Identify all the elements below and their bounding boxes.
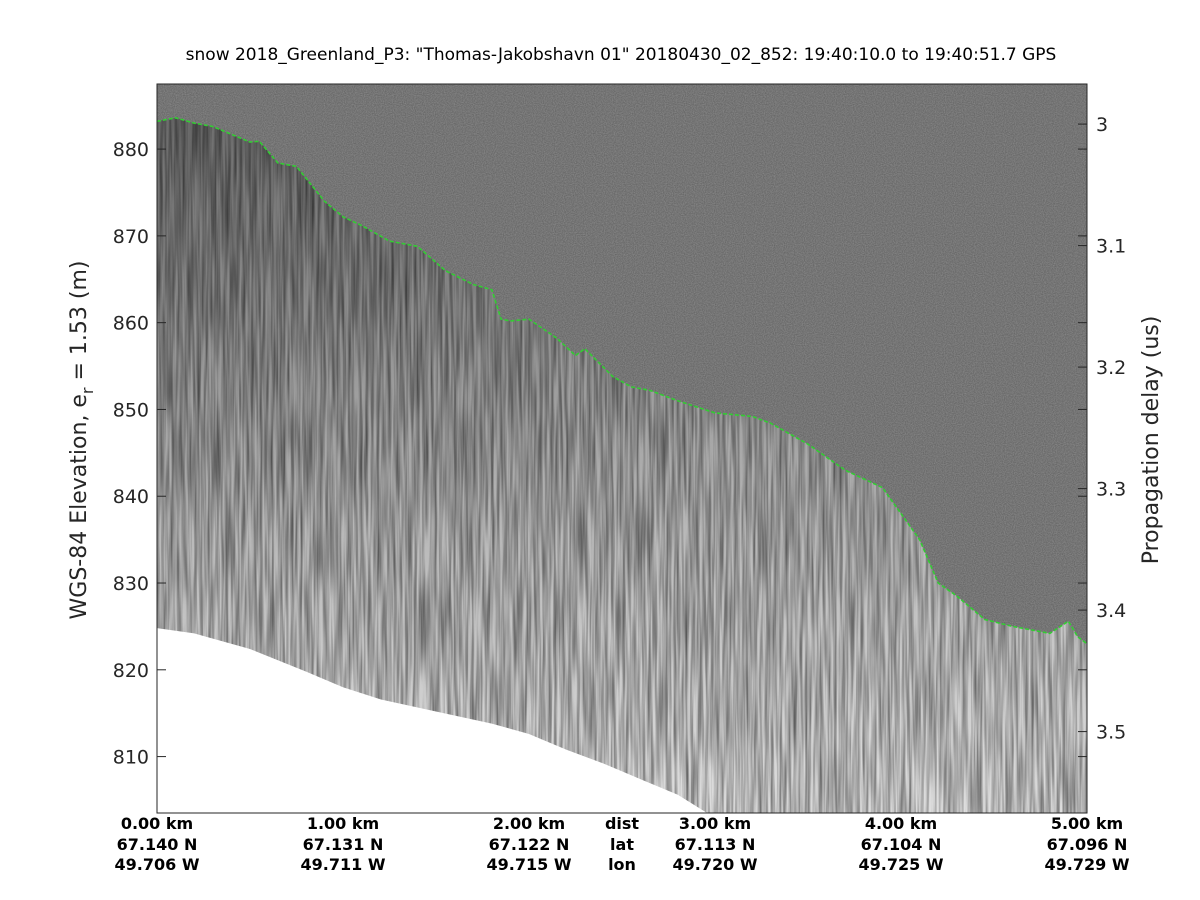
bottom-row-name: dist xyxy=(605,814,639,833)
left-y-axis-label: WGS-84 Elevation, er = 1.53 (m) xyxy=(67,261,97,620)
left-y-label-prefix: WGS-84 Elevation, e xyxy=(67,394,92,619)
bottom-lat-label: 67.104 N xyxy=(861,835,942,854)
chart-title: snow 2018_Greenland_P3: "Thomas-Jakobsha… xyxy=(186,45,1057,65)
left-y-tick-label: 850 xyxy=(113,399,149,421)
bottom-lat-label: 67.096 N xyxy=(1047,835,1128,854)
right-y-tick-label: 3.5 xyxy=(1096,722,1126,744)
bottom-lon-label: 49.715 W xyxy=(487,855,572,874)
bottom-dist-label: 2.00 km xyxy=(493,814,565,833)
ice-streaks xyxy=(157,117,1087,813)
bottom-dist-label: 3.00 km xyxy=(679,814,751,833)
bottom-dist-label: 5.00 km xyxy=(1051,814,1123,833)
left-y-tick-label: 870 xyxy=(113,226,149,248)
bottom-lon-label: 49.725 W xyxy=(859,855,944,874)
surface-layer-line xyxy=(157,116,1087,645)
bottom-lat-label: 67.131 N xyxy=(303,835,384,854)
bottom-lon-label: 49.720 W xyxy=(673,855,758,874)
right-y-tick-label: 3.1 xyxy=(1096,236,1126,258)
right-y-tick-label: 3.4 xyxy=(1096,600,1126,622)
bottom-lon-label: 49.711 W xyxy=(301,855,386,874)
right-y-axis-label: Propagation delay (us) xyxy=(1139,316,1164,565)
echogram-image xyxy=(157,84,1087,813)
right-y-axis: 3 3.1 3.2 3.3 3.4 3.5 xyxy=(1078,114,1126,744)
left-y-tick-label: 820 xyxy=(113,660,149,682)
right-y-tick-label: 3.3 xyxy=(1096,479,1126,501)
bottom-row-name: lat xyxy=(610,835,634,854)
bottom-row-name: lon xyxy=(608,855,636,874)
left-y-tick-label: 860 xyxy=(113,313,149,335)
bottom-lon-label: 49.729 W xyxy=(1045,855,1130,874)
no-data-region xyxy=(157,628,706,813)
bottom-lat-label: 67.140 N xyxy=(117,835,198,854)
axes-frame xyxy=(156,83,1088,814)
left-y-tick-label: 810 xyxy=(113,747,149,769)
bottom-lon-label: 49.706 W xyxy=(115,855,200,874)
bottom-dist-label: 1.00 km xyxy=(307,814,379,833)
bottom-lat-label: 67.113 N xyxy=(675,835,756,854)
bottom-lat-label: 67.122 N xyxy=(489,835,570,854)
bottom-dist-label: 0.00 km xyxy=(121,814,193,833)
left-y-label-subscript: r xyxy=(78,387,97,394)
bottom-dist-label: 4.00 km xyxy=(865,814,937,833)
right-y-tick-label: 3.2 xyxy=(1096,357,1126,379)
left-y-axis: 810 820 830 840 850 860 870 880 xyxy=(113,139,1087,769)
left-y-tick-label: 830 xyxy=(113,573,149,595)
left-y-tick-label: 840 xyxy=(113,486,149,508)
left-y-tick-label: 880 xyxy=(113,139,149,161)
right-y-tick-label: 3 xyxy=(1096,114,1108,136)
left-y-label-suffix: = 1.53 (m) xyxy=(67,261,92,388)
